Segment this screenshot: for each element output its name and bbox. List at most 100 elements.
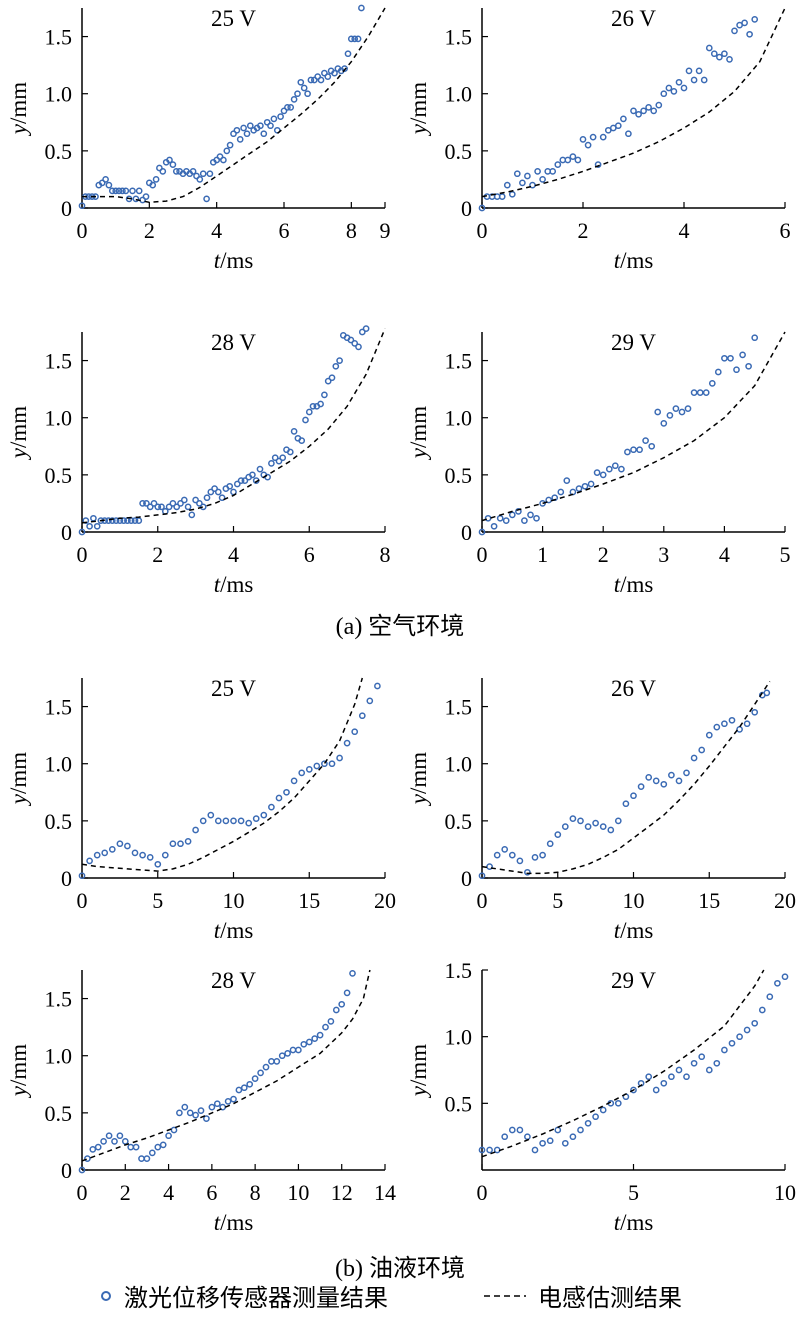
data-point-laser	[127, 1143, 135, 1151]
data-point-laser	[355, 343, 362, 351]
data-point-laser	[290, 777, 298, 785]
data-point-laser	[213, 156, 221, 164]
x-tick-label: 5	[152, 888, 163, 913]
data-point-laser	[508, 851, 516, 859]
y-tick-label: 0.5	[445, 1091, 473, 1116]
data-point-laser	[549, 168, 557, 175]
data-point-laser	[105, 181, 113, 189]
data-point-laser	[268, 1058, 275, 1065]
data-point-laser	[196, 500, 203, 507]
data-point-laser	[82, 517, 90, 524]
data-point-laser	[728, 716, 736, 724]
data-point-laser	[741, 19, 748, 27]
data-point-laser	[324, 73, 332, 80]
data-point-laser	[668, 1073, 675, 1081]
y-tick-label: 0	[461, 866, 472, 891]
data-point-laser	[478, 528, 486, 536]
x-tick-label: 0	[477, 888, 488, 913]
data-point-laser	[216, 153, 224, 160]
data-point-laser	[668, 771, 675, 779]
data-point-laser	[702, 389, 710, 396]
data-point-laser	[300, 84, 308, 92]
data-point-laser	[263, 118, 271, 126]
data-point-laser	[154, 860, 162, 868]
data-point-laser	[131, 517, 139, 524]
x-tick-label: 6	[206, 1180, 217, 1205]
data-point-laser	[284, 104, 291, 111]
x-axis-label: t/ms	[614, 918, 654, 943]
data-point-laser	[111, 1138, 118, 1145]
data-point-laser	[670, 88, 678, 95]
data-point-laser	[622, 800, 630, 808]
data-point-laser	[188, 511, 196, 519]
data-point-laser	[271, 454, 279, 462]
data-point-laser	[354, 35, 362, 43]
data-point-laser	[362, 325, 370, 332]
data-point-laser	[347, 336, 355, 344]
data-point-laser	[660, 780, 668, 788]
data-point-laser	[142, 193, 150, 200]
x-axis-label: t/ms	[214, 572, 254, 597]
legend-item-laser: 激光位移传感器测量结果	[98, 1278, 388, 1313]
x-tick-label: 14	[374, 1180, 396, 1205]
data-point-laser	[218, 494, 226, 502]
x-tick-label: 10	[287, 1180, 309, 1205]
data-point-laser	[78, 1166, 86, 1174]
data-point-laser	[731, 27, 738, 35]
data-point-laser	[233, 126, 241, 134]
data-point-laser	[341, 65, 348, 72]
data-point-laser	[233, 480, 241, 488]
data-point-laser	[278, 1052, 286, 1060]
data-point-laser	[143, 1155, 151, 1162]
data-point-laser	[516, 857, 524, 865]
data-point-laser	[531, 854, 539, 861]
data-point-laser	[374, 682, 381, 690]
data-point-laser	[351, 340, 359, 347]
data-point-laser	[508, 1126, 516, 1134]
x-axis-label: t/ms	[214, 248, 254, 273]
data-point-laser	[170, 1126, 178, 1134]
data-point-laser	[246, 122, 254, 130]
chart-title: 28 V	[211, 968, 256, 993]
data-point-laser	[698, 746, 706, 754]
x-tick-label: 6	[279, 218, 290, 243]
data-point-laser	[100, 1138, 107, 1145]
y-tick-label: 0.5	[45, 1101, 73, 1126]
data-point-laser	[660, 90, 668, 98]
data-point-laser	[763, 689, 771, 697]
data-point-laser	[214, 817, 222, 825]
data-point-laser	[705, 44, 713, 52]
data-point-laser	[690, 76, 698, 84]
data-point-laser	[249, 471, 256, 479]
data-point-laser	[105, 1132, 113, 1140]
data-point-laser	[713, 1059, 721, 1067]
data-point-laser	[524, 172, 531, 180]
series-line-inductance	[81, 969, 371, 1162]
data-point-laser	[115, 187, 123, 195]
y-tick-label: 1.5	[45, 987, 73, 1012]
data-point-laser	[298, 769, 306, 777]
data-point-laser	[311, 1035, 319, 1042]
data-point-laser	[592, 819, 599, 827]
series-line-inductance	[481, 969, 765, 1158]
data-point-laser	[240, 1084, 248, 1092]
data-point-laser	[270, 115, 278, 123]
data-point-laser	[241, 477, 249, 484]
data-point-laser	[478, 204, 486, 212]
data-point-laser	[284, 1050, 291, 1057]
data-point-laser	[584, 823, 592, 830]
data-point-laser	[290, 96, 298, 103]
x-tick-label: 2	[144, 218, 155, 243]
data-point-laser	[650, 107, 658, 115]
data-point-laser	[169, 161, 177, 168]
data-point-laser	[569, 815, 577, 822]
y-tick-label: 0	[61, 520, 72, 545]
data-point-laser	[690, 754, 698, 762]
y-tick-label: 1.0	[45, 82, 73, 107]
data-point-laser	[275, 794, 283, 802]
legend-dash-icon	[484, 1294, 526, 1297]
data-point-laser	[286, 448, 294, 456]
data-point-laser	[545, 496, 553, 504]
series-line-inductance	[481, 7, 786, 198]
data-point-laser	[213, 1100, 221, 1108]
